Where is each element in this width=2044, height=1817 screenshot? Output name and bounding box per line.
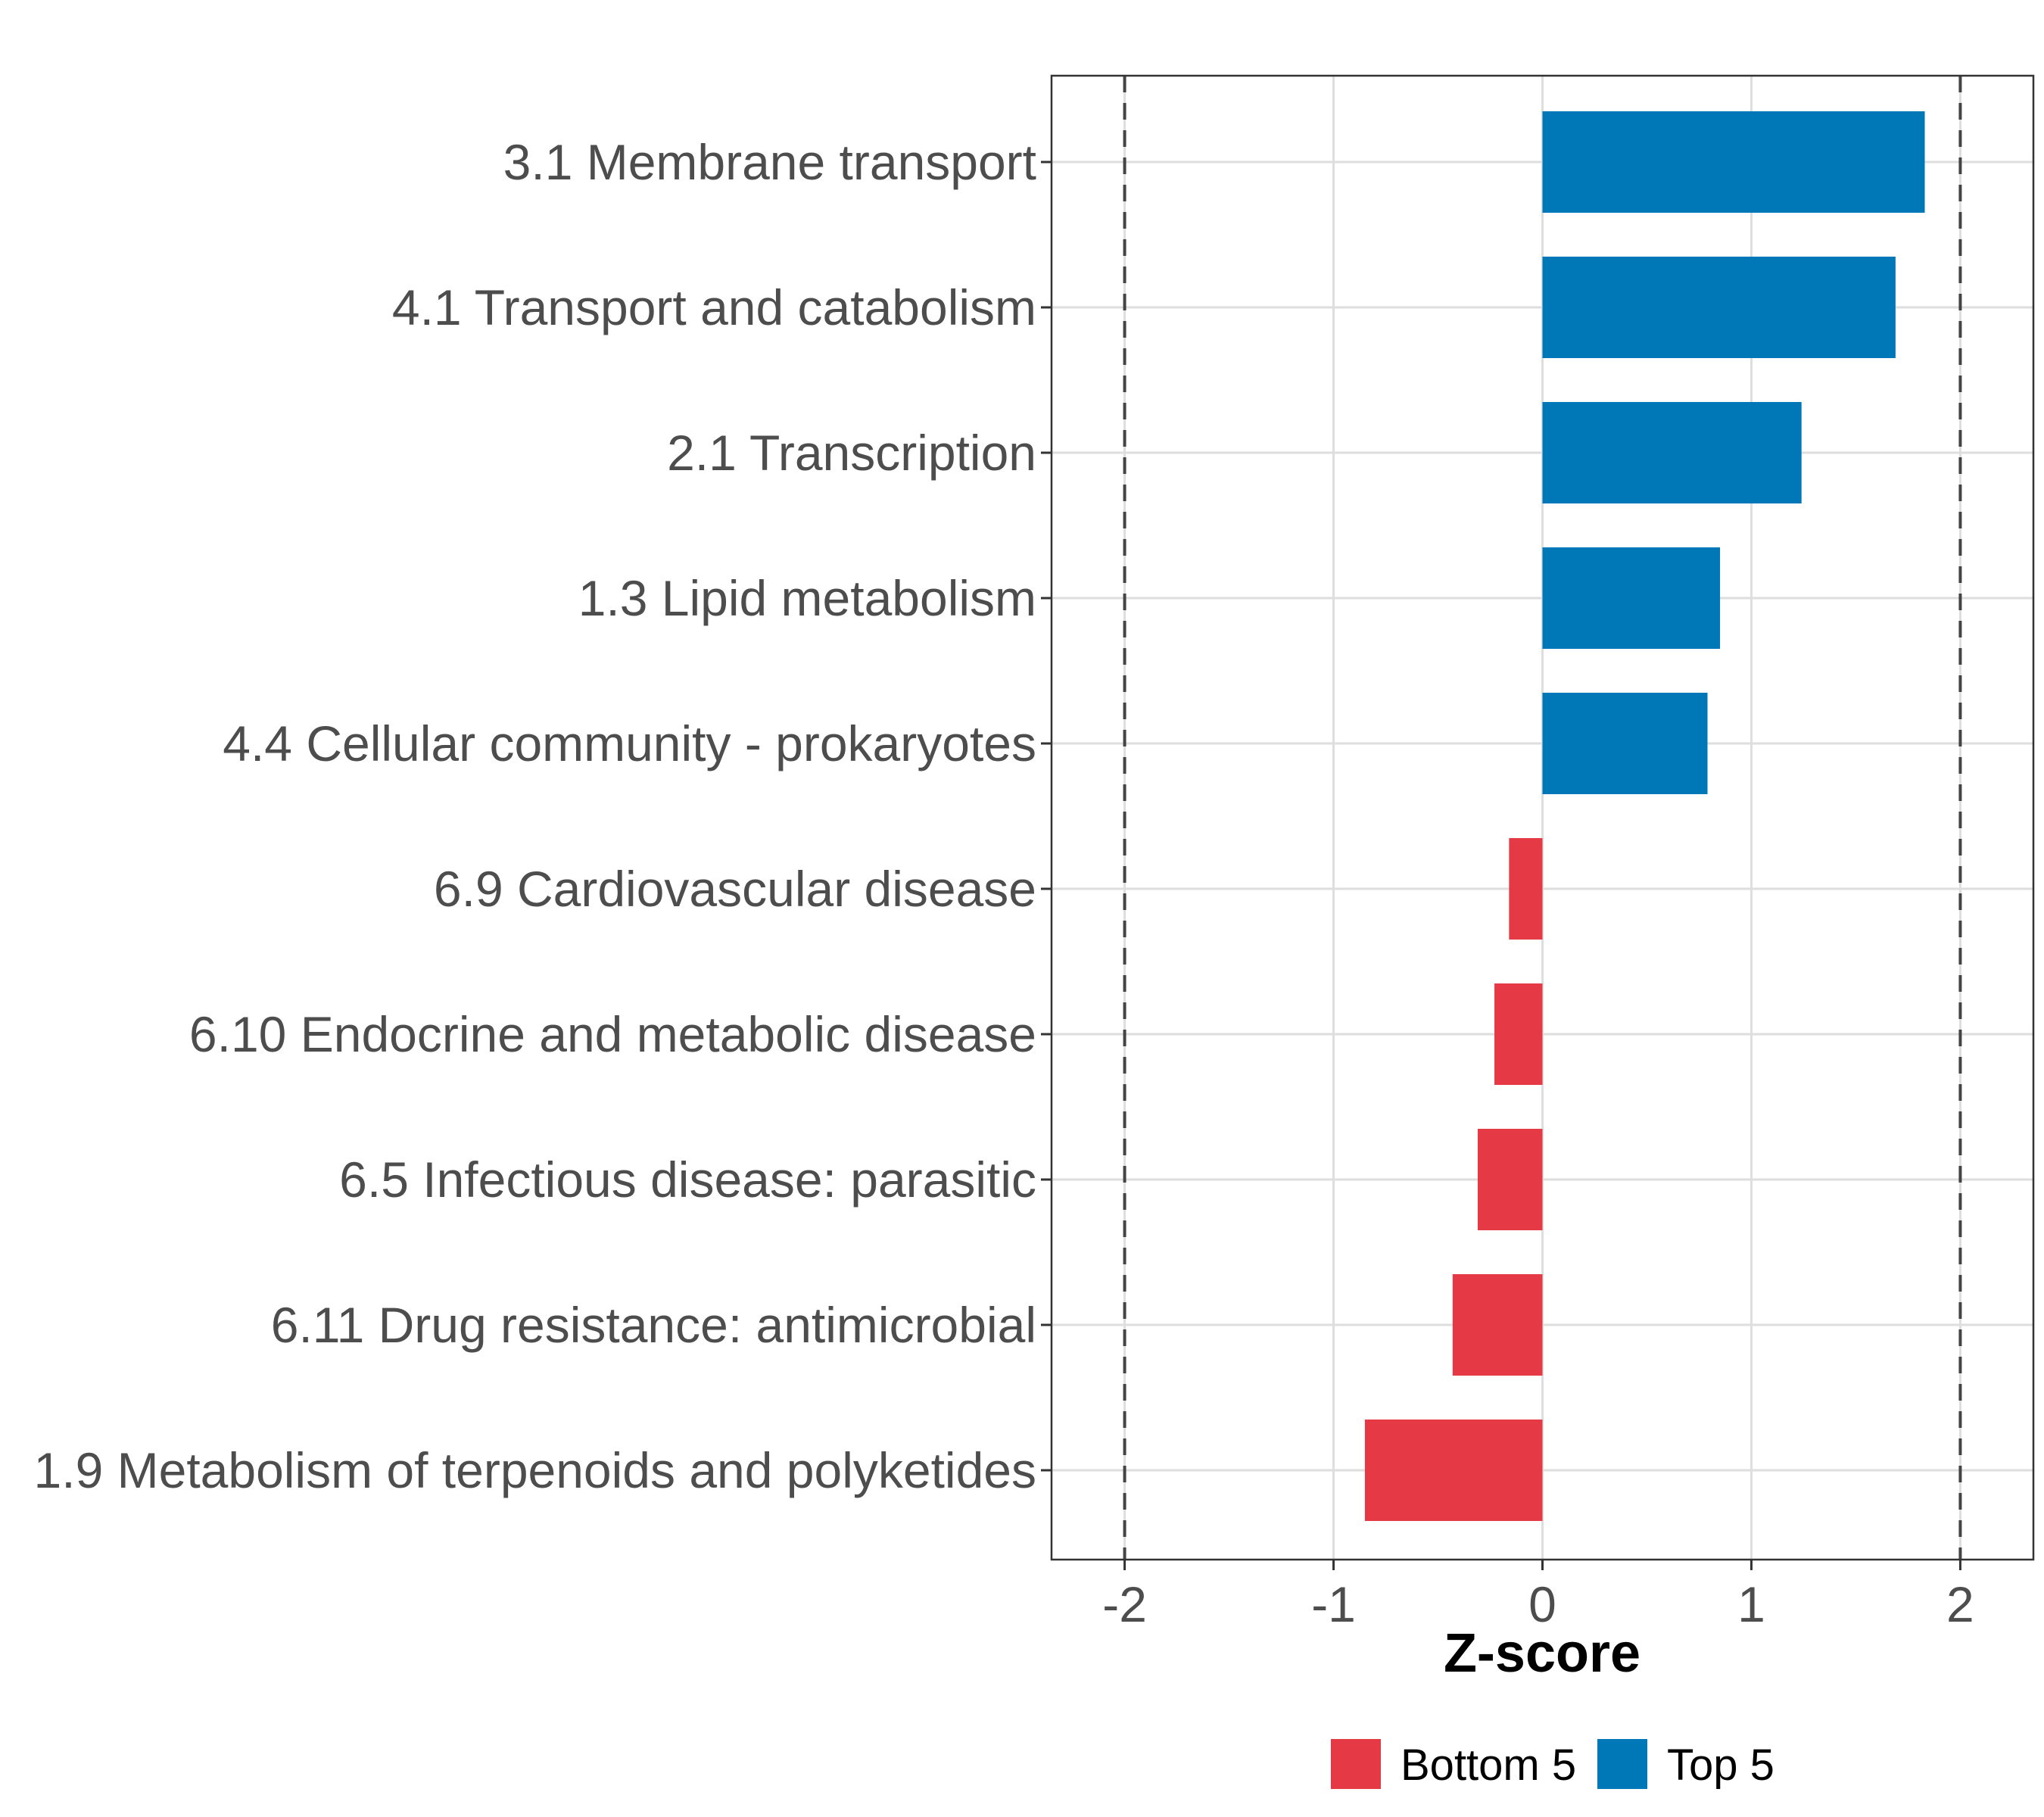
x-axis-title: Z-score xyxy=(1444,1623,1640,1684)
bar xyxy=(1509,838,1543,940)
category-label: 4.4 Cellular community - prokaryotes xyxy=(223,715,1036,771)
bar xyxy=(1542,257,1896,358)
legend-label: Top 5 xyxy=(1667,1741,1774,1790)
category-label: 6.5 Infectious disease: parasitic xyxy=(339,1152,1036,1208)
x-axis-ticks xyxy=(1123,1560,1961,1570)
category-label: 1.3 Lipid metabolism xyxy=(578,570,1036,626)
x-tick-label: -1 xyxy=(1311,1576,1356,1632)
category-label: 6.9 Cardiovascular disease xyxy=(434,861,1036,917)
bar xyxy=(1477,1129,1543,1230)
bar xyxy=(1452,1274,1543,1376)
x-tick-label: -2 xyxy=(1102,1576,1147,1632)
category-label: 3.1 Membrane transport xyxy=(503,134,1036,190)
bar xyxy=(1542,693,1708,794)
category-label: 6.11 Drug resistance: antimicrobial xyxy=(271,1297,1036,1353)
category-label: 6.10 Endocrine and metabolic disease xyxy=(189,1006,1036,1062)
bar xyxy=(1364,1420,1543,1521)
bars xyxy=(1364,111,1925,1521)
bar xyxy=(1542,402,1802,503)
legend-key xyxy=(1331,1739,1381,1789)
x-tick-label: 1 xyxy=(1737,1576,1765,1632)
category-label: 2.1 Transcription xyxy=(667,425,1036,481)
y-axis-category-labels: 3.1 Membrane transport 4.1 Transport and … xyxy=(34,134,1036,1498)
bar xyxy=(1494,983,1543,1085)
category-label: 4.1 Transport and catabolism xyxy=(392,279,1036,335)
legend-label: Bottom 5 xyxy=(1401,1741,1576,1790)
bar xyxy=(1542,111,1925,213)
x-axis-tick-labels: -2 -1 0 1 2 xyxy=(1102,1576,1974,1632)
legend: Bottom 5 Top 5 xyxy=(1331,1739,1774,1790)
bar xyxy=(1542,547,1721,649)
x-tick-label: 0 xyxy=(1528,1576,1556,1632)
y-axis-ticks xyxy=(1041,161,1052,1472)
category-label: 1.9 Metabolism of terpenoids and polyket… xyxy=(34,1442,1036,1498)
x-tick-label: 2 xyxy=(1946,1576,1974,1632)
reference-lines xyxy=(1123,76,1962,1560)
legend-key xyxy=(1597,1739,1647,1789)
